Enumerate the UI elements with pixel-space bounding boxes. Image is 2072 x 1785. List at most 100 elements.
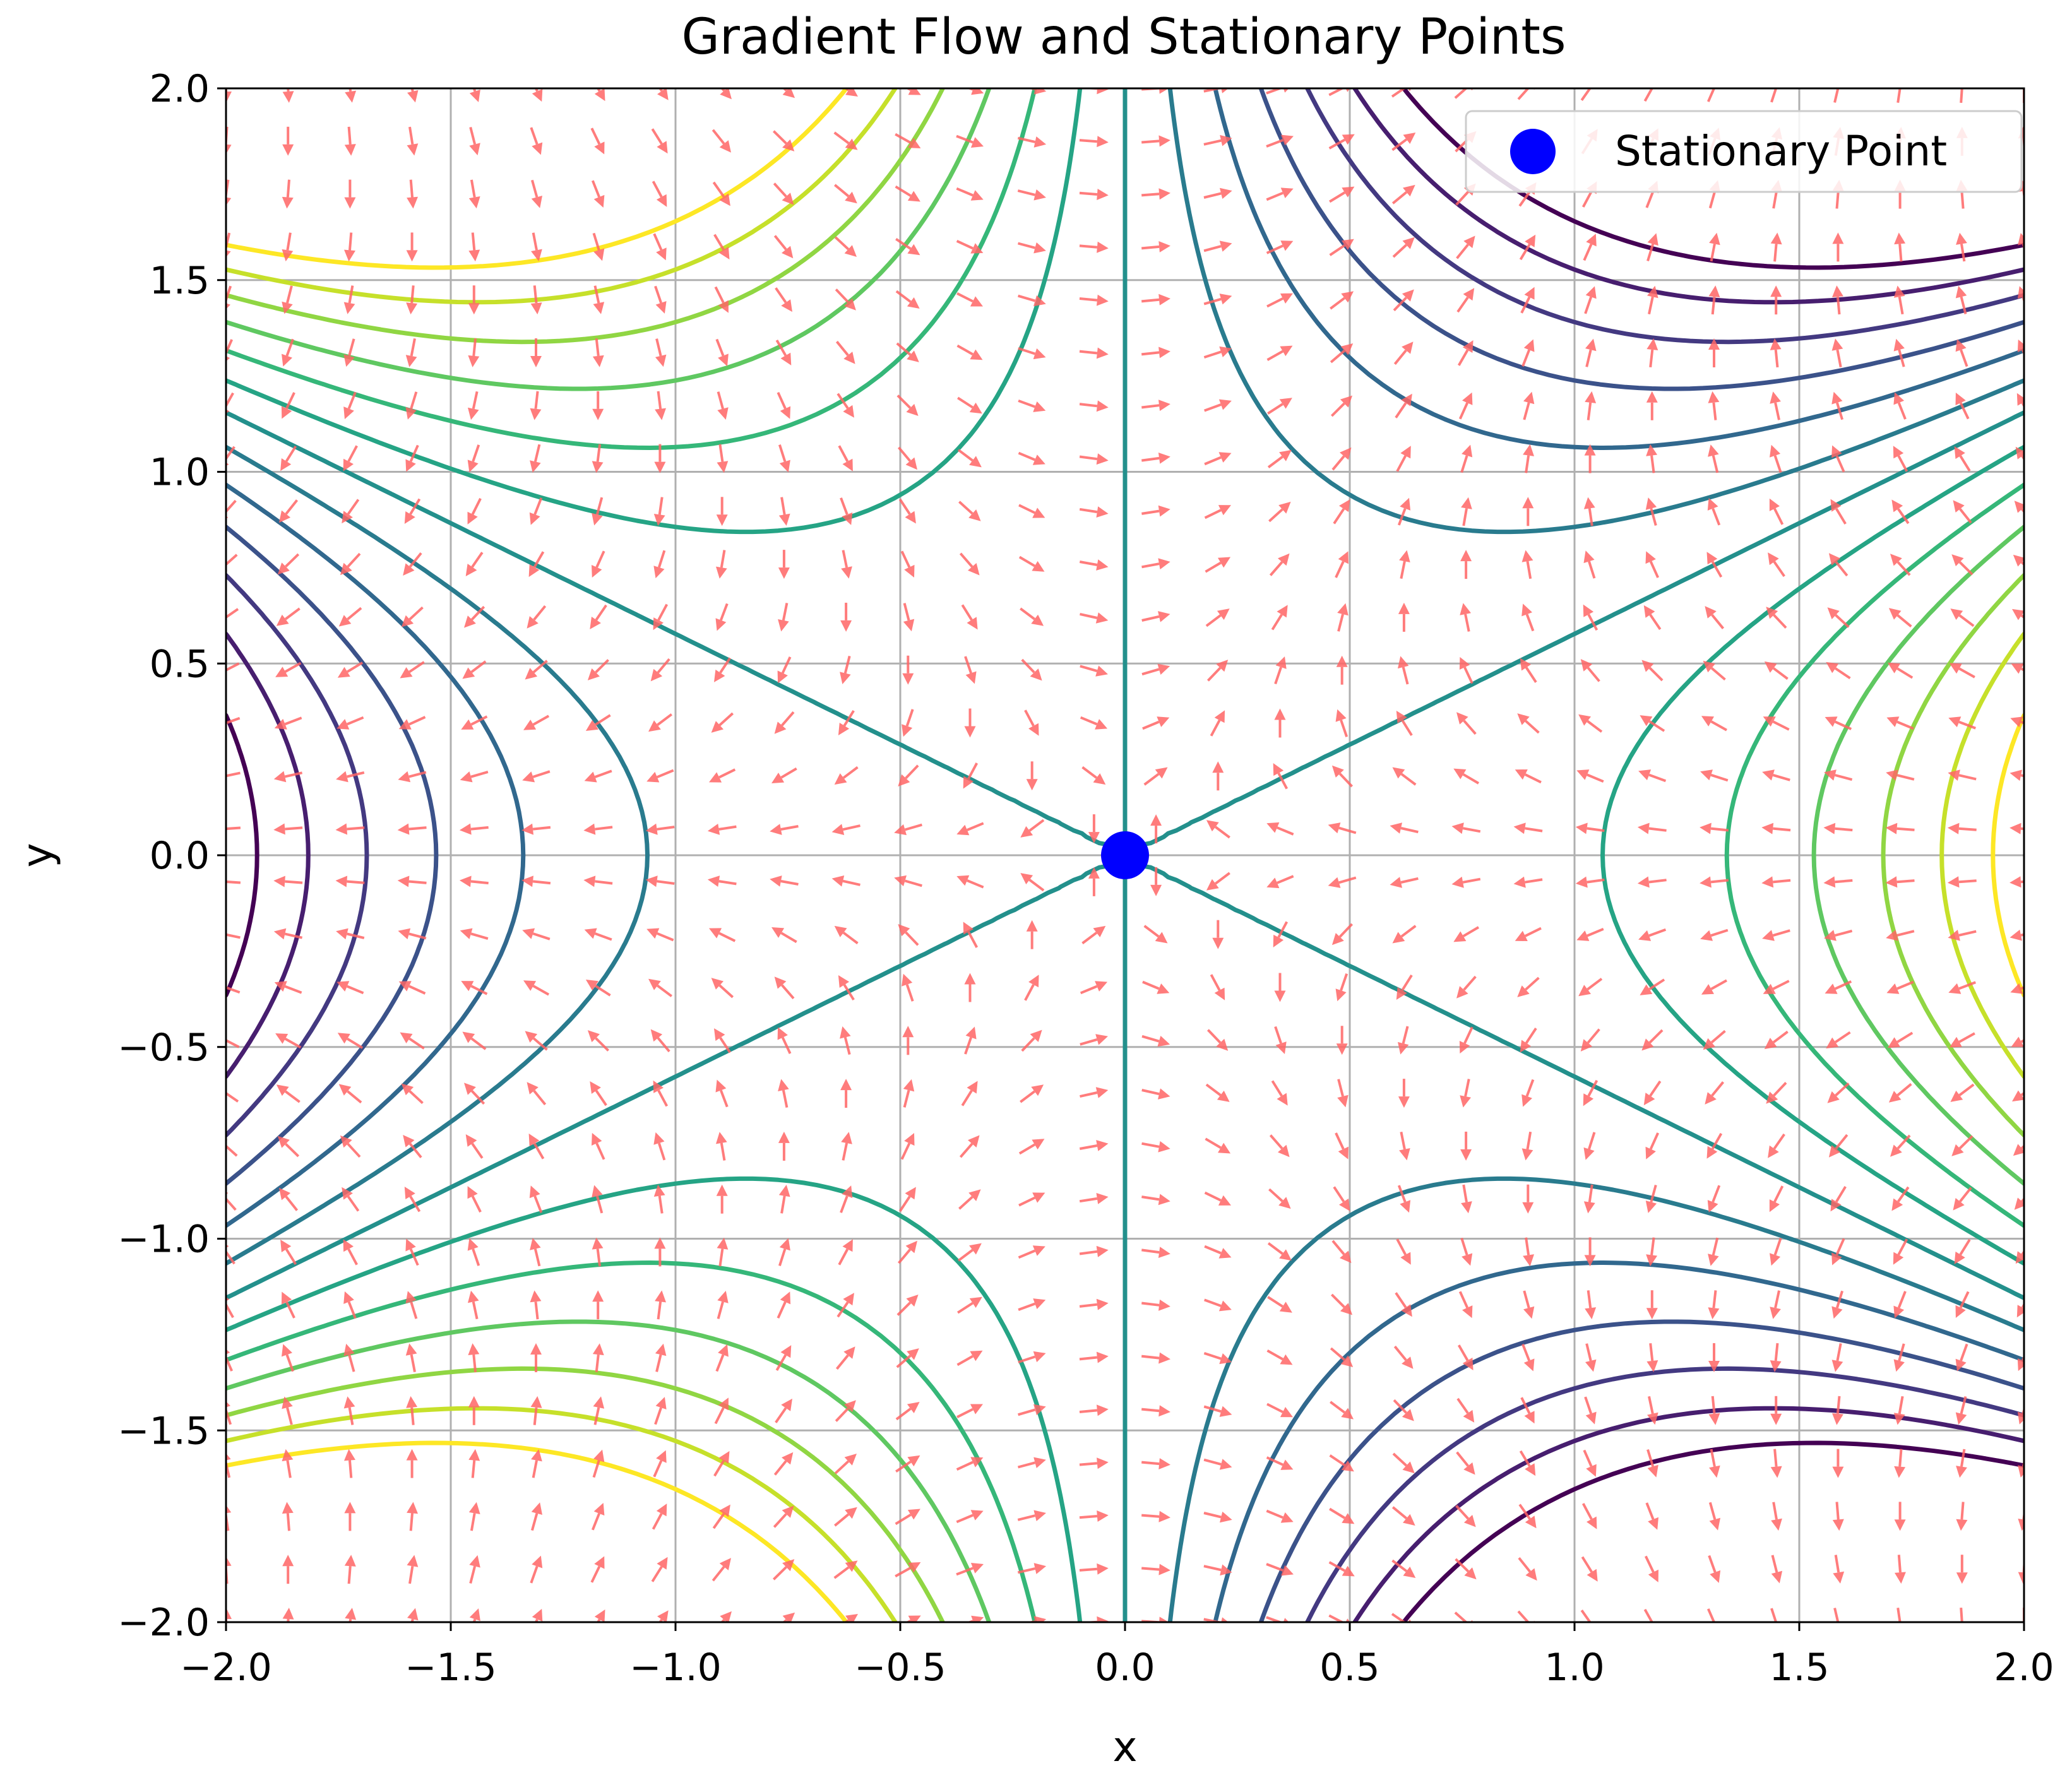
gradient-arrow bbox=[655, 338, 667, 367]
gradient-arrow bbox=[958, 501, 981, 521]
gradient-arrow bbox=[1392, 767, 1417, 786]
gradient-arrow bbox=[527, 605, 547, 629]
gradient-arrow bbox=[654, 285, 667, 314]
gradient-arrow bbox=[282, 1344, 294, 1372]
gradient-arrow bbox=[1960, 1607, 1963, 1622]
gradient-arrow bbox=[403, 1135, 422, 1159]
gradient-arrow bbox=[282, 232, 294, 262]
gradient-arrow bbox=[831, 824, 860, 835]
gradient-arrow bbox=[895, 237, 920, 256]
gradient-arrow bbox=[338, 607, 362, 627]
gradient-arrow bbox=[1088, 867, 1100, 896]
gradient-arrow bbox=[1141, 241, 1170, 252]
gradient-arrow bbox=[1583, 550, 1596, 579]
gradient-arrow bbox=[1079, 453, 1109, 465]
gradient-arrow bbox=[1700, 822, 1729, 834]
gradient-arrow bbox=[1203, 1458, 1232, 1470]
gradient-arrow bbox=[397, 823, 427, 835]
gradient-arrow bbox=[1956, 1502, 1968, 1531]
gradient-arrow bbox=[1336, 655, 1348, 685]
stationary-points bbox=[1101, 831, 1149, 879]
gradient-arrow bbox=[1273, 921, 1289, 947]
gradient-arrow bbox=[530, 1238, 541, 1267]
gradient-arrow bbox=[712, 181, 730, 206]
y-tick-label: −0.5 bbox=[117, 1026, 210, 1070]
gradient-arrow bbox=[777, 1027, 792, 1054]
gradient-arrow bbox=[898, 924, 919, 946]
gradient-arrow bbox=[1017, 136, 1047, 148]
contour-level bbox=[226, 88, 2024, 1622]
gradient-arrow bbox=[1337, 603, 1349, 632]
gradient-arrow bbox=[528, 551, 545, 578]
gradient-arrow bbox=[1770, 391, 1781, 420]
gradient-arrow bbox=[1832, 285, 1843, 315]
gradient-arrow bbox=[652, 1503, 667, 1530]
gradient-arrow bbox=[1141, 1035, 1170, 1047]
gradient-arrow bbox=[771, 767, 797, 783]
gradient-arrow bbox=[1768, 1133, 1785, 1158]
gradient-arrow bbox=[1832, 1502, 1844, 1531]
gradient-arrow bbox=[777, 391, 791, 419]
gradient-arrow bbox=[895, 1509, 920, 1526]
gradient-arrow bbox=[1017, 189, 1046, 201]
gradient-arrow bbox=[1576, 769, 1604, 783]
gradient-arrow bbox=[1831, 445, 1845, 473]
gradient-arrow bbox=[592, 1343, 604, 1373]
gradient-arrow bbox=[1831, 1290, 1844, 1319]
gradient-arrow bbox=[648, 978, 673, 997]
gradient-arrow bbox=[523, 980, 550, 996]
gradient-arrow bbox=[1079, 1351, 1109, 1363]
gradient-arrow bbox=[902, 709, 914, 737]
gradient-arrow bbox=[1826, 661, 1851, 680]
gradient-arrow bbox=[1518, 1503, 1537, 1529]
gradient-arrow bbox=[1708, 1237, 1719, 1266]
gradient-arrow bbox=[1886, 930, 1915, 941]
gradient-arrow bbox=[903, 603, 915, 632]
gradient-arrow bbox=[521, 875, 551, 887]
gradient-arrow bbox=[1646, 233, 1658, 261]
gradient-arrow bbox=[1831, 391, 1844, 420]
gradient-arrow bbox=[584, 928, 612, 941]
gradient-arrow bbox=[344, 232, 355, 262]
gradient-arrow bbox=[1203, 1564, 1232, 1576]
gradient-arrow bbox=[1885, 822, 1915, 834]
gradient-arrow bbox=[282, 285, 293, 314]
gradient-arrow bbox=[1646, 1449, 1658, 1478]
gradient-arrow bbox=[898, 1187, 916, 1212]
gradient-arrow bbox=[1947, 876, 1977, 888]
gradient-arrow bbox=[282, 179, 294, 209]
gradient-arrow bbox=[840, 1026, 851, 1055]
gradient-arrow bbox=[773, 130, 795, 151]
gradient-arrow bbox=[773, 1505, 794, 1528]
legend-marker bbox=[1510, 129, 1556, 174]
gradient-arrow bbox=[1150, 867, 1162, 896]
gradient-arrow bbox=[1017, 1563, 1047, 1574]
gradient-arrow bbox=[1951, 554, 1974, 576]
gradient-arrow bbox=[282, 1396, 293, 1425]
gradient-arrow bbox=[778, 1079, 789, 1108]
gradient-arrow bbox=[1459, 656, 1474, 684]
x-tick-label: −1.0 bbox=[629, 1646, 722, 1690]
gradient-arrow bbox=[1453, 926, 1480, 942]
gradient-arrow bbox=[226, 662, 240, 672]
gradient-arrow bbox=[896, 394, 919, 416]
gradient-arrow bbox=[1583, 497, 1595, 526]
gradient-arrow bbox=[528, 1133, 545, 1159]
gradient-arrow bbox=[1203, 346, 1232, 359]
gradient-arrow bbox=[1700, 769, 1729, 782]
gradient-arrow bbox=[405, 338, 417, 367]
gradient-arrow bbox=[1018, 400, 1046, 412]
gradient-arrow bbox=[1891, 1186, 1910, 1211]
gradient-arrow bbox=[1640, 715, 1665, 732]
gradient-arrow bbox=[1266, 240, 1294, 254]
gradient-arrow bbox=[653, 603, 669, 631]
gradient-arrow bbox=[1391, 1506, 1415, 1526]
gradient-arrow bbox=[1266, 1456, 1294, 1470]
legend: Stationary Point bbox=[1465, 110, 2023, 193]
gradient-arrow bbox=[1017, 1510, 1046, 1521]
gradient-arrow bbox=[1703, 1029, 1726, 1050]
gradient-arrow bbox=[1269, 553, 1290, 576]
gradient-arrow bbox=[1079, 241, 1109, 253]
gradient-arrow bbox=[592, 1185, 604, 1214]
